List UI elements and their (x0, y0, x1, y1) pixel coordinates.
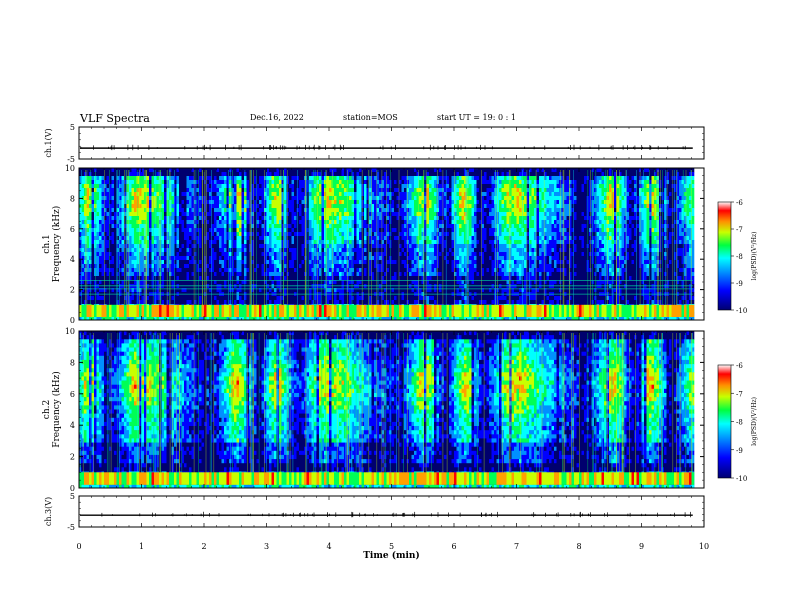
ch3-waveform-ytick-label: 5 (70, 492, 75, 501)
ch1-spectrogram-ytick-label: 6 (70, 225, 75, 234)
ch1-spectrogram-ytick-label: 0 (70, 316, 75, 325)
ch1-waveform-ylabel: ch.1(V) (44, 128, 53, 157)
ch1-spectrogram-ytick-label: 10 (65, 164, 75, 173)
ch1-spectrogram-colorbar-tick-label: -10 (736, 307, 747, 315)
x-tick-label: 10 (699, 542, 709, 551)
ch1-spectrogram-ytick-label: 4 (70, 255, 75, 264)
ch1-spectrogram-colorbar-tick-label: -8 (736, 253, 743, 261)
station-label: station=MOS (343, 113, 398, 122)
ch1-spectrogram-ylabel: ch.1Frequency (kHz) (42, 206, 62, 283)
ch2-spectrogram-ytick-label: 10 (65, 327, 75, 336)
ch3-waveform-ytick-label: -5 (67, 523, 75, 532)
ch3-waveform-ylabel: ch.3(V) (44, 497, 53, 526)
x-tick-label: 2 (201, 542, 206, 551)
ch2-spectrogram-ytick-label: 6 (70, 390, 75, 399)
x-tick-label: 7 (514, 542, 519, 551)
x-tick-label: 1 (139, 542, 144, 551)
ch2-spectrogram-colorbar-tick-label: -7 (736, 390, 743, 398)
ch1-spectrogram-colorbar-label: log(PSD)(V²/Hz) (751, 232, 758, 281)
x-tick-label: 9 (639, 542, 644, 551)
ch1-spectrogram-colorbar-tick-label: -9 (736, 280, 743, 288)
x-tick-label: 5 (389, 542, 394, 551)
ch2-spectrogram-colorbar-tick-label: -9 (736, 447, 743, 455)
ch2-spectrogram-ytick-label: 2 (70, 453, 75, 462)
x-tick-label: 6 (451, 542, 456, 551)
ch2-spectrogram-ytick-label: 4 (70, 421, 75, 430)
ch2-spectrogram-colorbar (717, 364, 732, 479)
x-tick-label: 4 (326, 542, 331, 551)
ch2-spectrogram-ylabel: ch.2Frequency (kHz) (42, 371, 62, 448)
ch2-spectrogram-colorbar-tick-label: -8 (736, 419, 743, 427)
ch1-spectrogram-colorbar-tick-label: -7 (736, 226, 743, 234)
ch3-waveform-frame (78, 495, 705, 528)
date-label: Dec.16, 2022 (250, 113, 304, 122)
start-time-label: start UT = 19: 0 : 1 (437, 113, 516, 122)
ch1-waveform-frame (78, 126, 705, 160)
ch1-spectrogram-colorbar-tick-label: -6 (736, 199, 743, 207)
ch1-spectrogram-ytick-label: 8 (70, 194, 75, 203)
ch2-spectrogram-colorbar-tick-label: -10 (736, 475, 747, 483)
ch1-waveform-ytick-label: -5 (67, 155, 75, 164)
x-tick-label: 3 (264, 542, 269, 551)
x-tick-label: 8 (576, 542, 581, 551)
ch2-spectrogram-colorbar-label: log(PSD)(V²/Hz) (751, 397, 758, 446)
ch2-spectrogram-ytick-label: 0 (70, 484, 75, 493)
ch1-spectrogram-colorbar (717, 201, 732, 311)
ch1-spectrogram-heatmap (79, 168, 695, 320)
ch2-spectrogram-colorbar-tick-label: -6 (736, 362, 743, 370)
ch1-waveform-trace-spikes (80, 144, 686, 151)
x-axis-label: Time (min) (363, 550, 420, 561)
ch1-spectrogram-ytick-label: 2 (70, 286, 75, 295)
ch3-waveform-trace-spikes (101, 511, 691, 518)
ch2-spectrogram-heatmap (79, 331, 695, 488)
chart-title: VLF Spectra (80, 112, 150, 125)
ch2-spectrogram-ytick-label: 8 (70, 358, 75, 367)
x-tick-label: 0 (76, 542, 81, 551)
ch1-waveform-ytick-label: 5 (70, 123, 75, 132)
